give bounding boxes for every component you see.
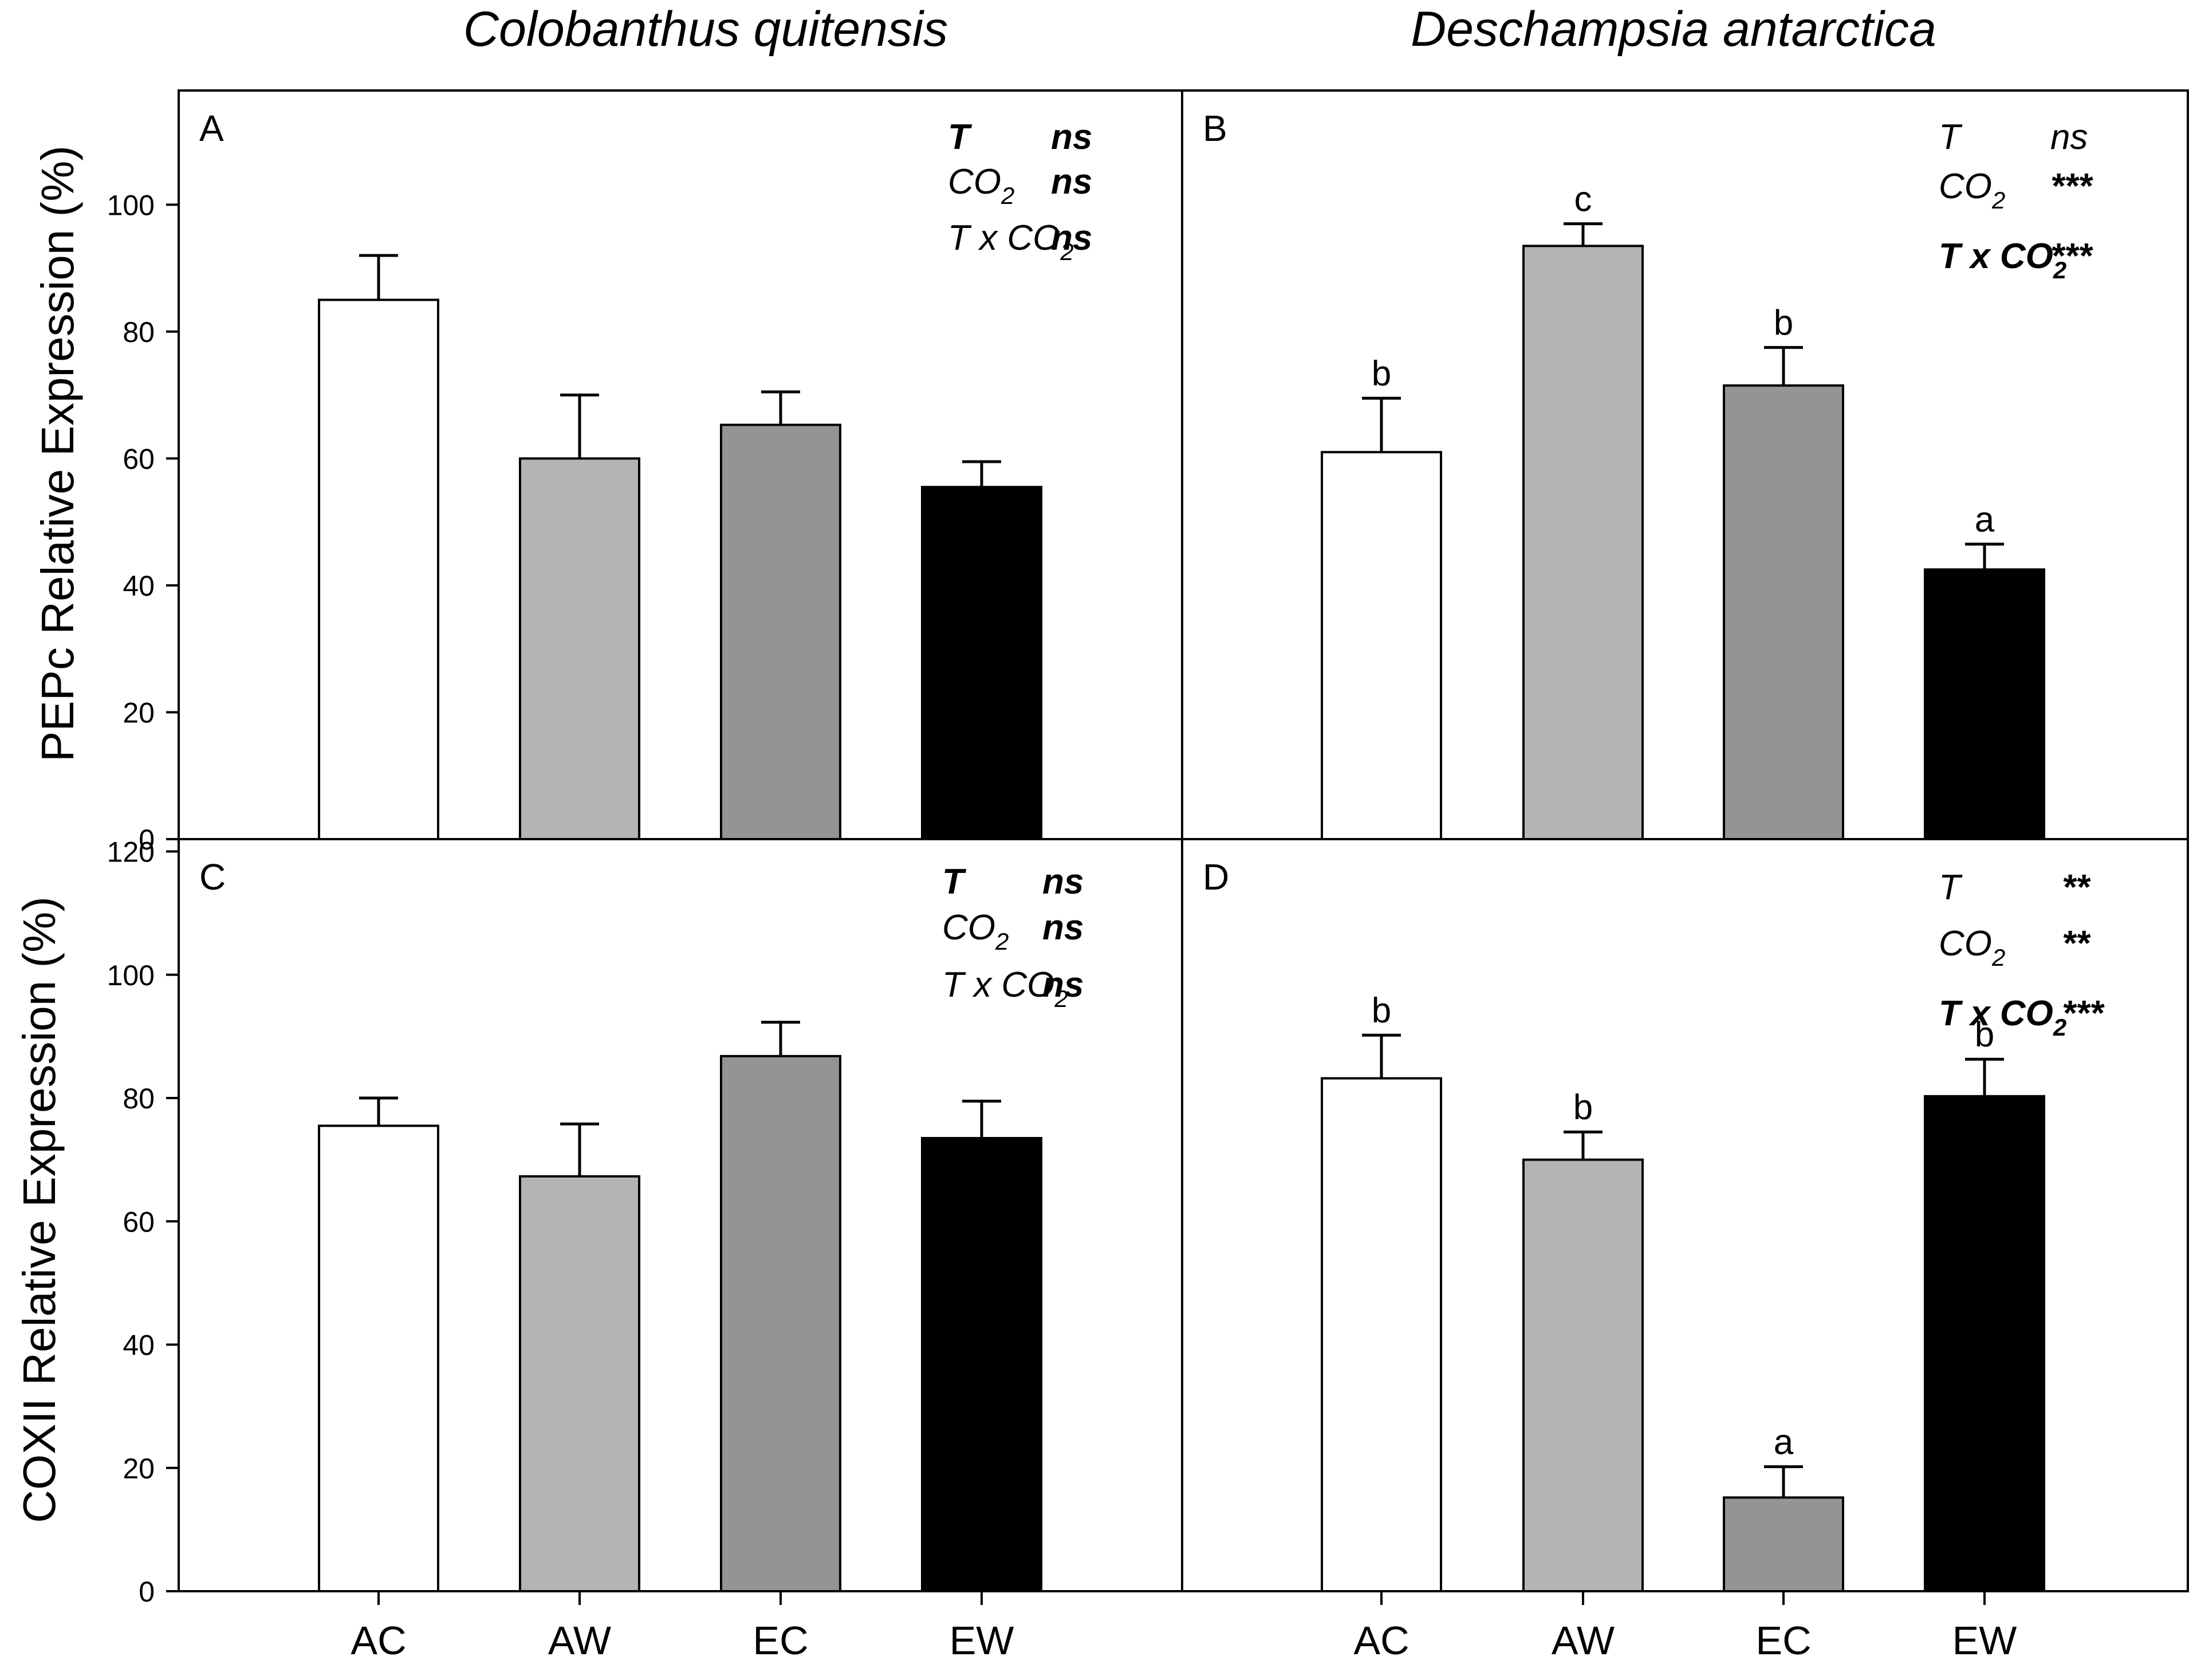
stat-significance: ns [1042,965,1084,1005]
bar-EW [921,1136,1042,1592]
stat-term: T x CO2 [1939,237,2066,284]
stat-significance: *** [2050,167,2093,206]
bar-AW [1522,1158,1644,1593]
stat-term: CO2 [948,162,1014,209]
stat-significance: *** [2050,237,2093,276]
bar-AC [1321,1077,1442,1592]
bar-AW [519,1175,640,1592]
panel-D: Db AC b AW a EC b EW T ** CO2 ** T x CO2*** [1203,856,2105,1663]
stat-significance: ns [1051,162,1092,202]
y-tick-label: 40 [123,570,155,602]
stat-significance: *** [2062,994,2105,1033]
bar-EC [1723,1496,1844,1592]
stat-significance: ** [2062,868,2091,907]
y-tick-label: 80 [123,316,155,348]
y-tick-label: 40 [123,1329,155,1362]
subscript: 2 [1001,182,1014,209]
significance-letter: b [1774,304,1793,343]
bar-AW [1522,245,1644,840]
subscript: 2 [1054,985,1068,1012]
stat-term: CO2 [942,908,1009,955]
stat-significance: ns [1042,862,1084,902]
bar-EC [1723,384,1844,840]
panel-letter: A [199,108,224,149]
species-title-right: Deschampsia antarctica [1411,2,1936,57]
significance-letter: a [1975,500,1995,540]
significance-letter: b [1372,991,1391,1030]
panel-letter: D [1203,856,1229,898]
x-tick-label: AW [548,1618,611,1663]
y-tick-label: 0 [139,824,155,856]
bar-AC [318,1124,439,1593]
x-tick-label: EW [1952,1618,2017,1663]
bar-EW [1924,1095,2045,1592]
significance-letter: b [1372,354,1391,394]
y-tick-label: 0 [139,1576,155,1608]
bar-AW [519,457,640,840]
significance-letter: b [1573,1088,1593,1127]
y-axis-label-bottom: COXII Relative Expression (%) [14,896,65,1523]
stat-significance: ns [1042,908,1084,947]
stat-term: CO2 [1939,167,2005,214]
bar-AC [318,298,439,840]
stat-term: T x CO2 [1939,994,2066,1041]
bar-EC [720,1055,841,1592]
y-tick-label: 60 [123,1206,155,1238]
x-tick-label: AW [1552,1618,1615,1663]
x-tick-label: EC [1755,1618,1811,1663]
significance-letter: b [1975,1015,1994,1055]
subscript: 2 [1991,944,2005,971]
y-tick-label: 80 [123,1083,155,1115]
significance-letter: a [1774,1423,1794,1462]
stat-term: T x CO2 [948,218,1074,265]
y-tick-label: 100 [107,959,155,992]
stat-term: T [1939,868,1963,907]
panel-letter: B [1203,108,1227,149]
subscript: 2 [2053,1014,2066,1041]
x-tick-label: EW [950,1618,1014,1663]
subscript: 2 [2053,257,2066,284]
stat-term: T [1939,117,1963,157]
subscript: 2 [1060,238,1073,265]
bar-EC [720,423,841,840]
y-axis-label-top: PEPc Relative Expression (%) [32,145,83,762]
y-tick-label: 20 [123,697,155,729]
stat-significance: ns [1051,117,1092,157]
stat-term: CO2 [1939,924,2005,971]
stat-term: T [948,117,972,157]
stat-term: T x CO2 [942,965,1068,1012]
species-title-left: Colobanthus quitensis [463,2,948,57]
subscript: 2 [1991,187,2005,214]
bar-AC [1321,451,1442,840]
panel-letter: C [199,856,226,898]
stat-significance: ** [2062,924,2091,963]
bar-EW [921,486,1042,840]
x-tick-label: AC [1353,1618,1409,1663]
x-tick-label: EC [753,1618,808,1663]
stat-significance: ns [2050,117,2088,157]
y-tick-label: 60 [123,443,155,475]
significance-letter: c [1574,180,1592,219]
y-tick-label: 120 [107,836,155,868]
x-tick-label: AC [351,1618,406,1663]
stat-significance: ns [1051,218,1092,258]
bar-EW [1924,568,2045,840]
y-tick-label: 20 [123,1453,155,1485]
y-tick-label: 100 [107,189,155,221]
subscript: 2 [995,928,1009,955]
stat-term: T [942,862,967,902]
